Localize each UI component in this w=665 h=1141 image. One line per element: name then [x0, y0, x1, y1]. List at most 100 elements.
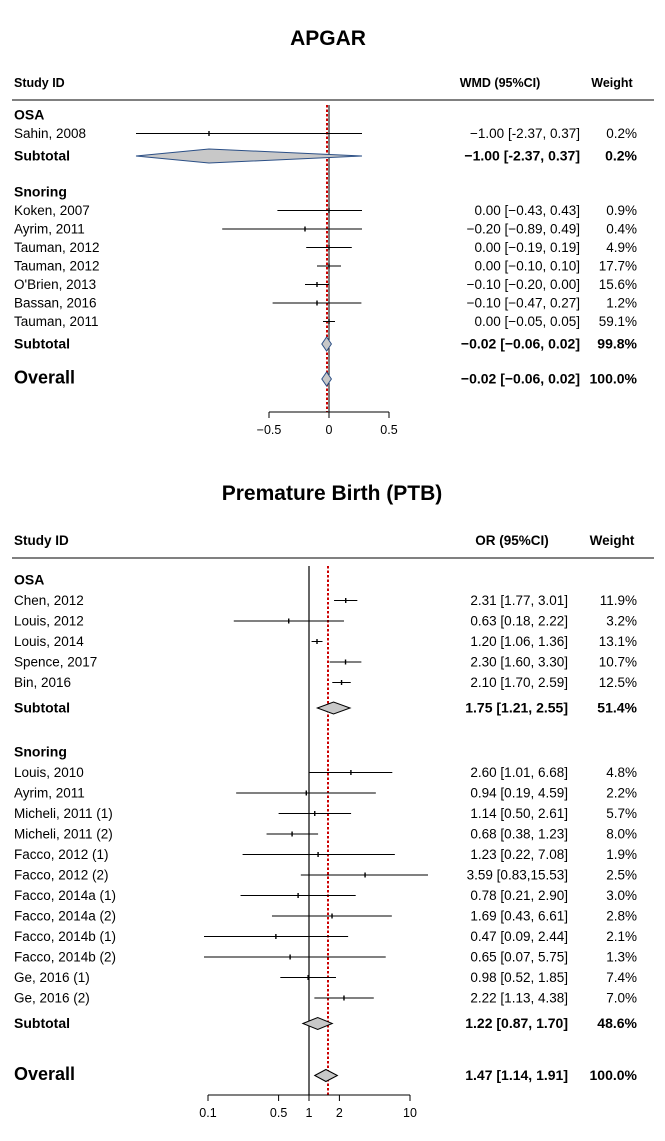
- ptb-study-1-9-label: Facco, 2014b (2): [14, 950, 116, 965]
- ptb-study-1-11-weight: 7.0%: [606, 991, 637, 1006]
- apgar-study-1-5-weight: 1.2%: [606, 296, 637, 311]
- ptb-study-1-3-ci: 0.68 [0.38, 1.23]: [470, 827, 568, 842]
- ptb-study-1-4-ci: 1.23 [0.22, 7.08]: [470, 847, 568, 862]
- ptb-study-0-2-label: Louis, 2014: [14, 634, 84, 649]
- ptb-study-1-0-ci: 2.60 [1.01, 6.68]: [470, 765, 568, 780]
- ptb-group-1-name: Snoring: [14, 744, 67, 760]
- apgar-x-tick-label-1: 0: [326, 423, 333, 437]
- ptb-study-0-1-ci: 0.63 [0.18, 2.22]: [470, 614, 568, 629]
- ptb-header-study-id: Study ID: [14, 533, 69, 548]
- ptb-study-1-9-weight: 1.3%: [606, 950, 637, 965]
- ptb-study-0-2-ci: 1.20 [1.06, 1.36]: [470, 634, 568, 649]
- ptb-x-tick-label-0: 0.1: [199, 1106, 216, 1120]
- apgar-overall-ci: −0.02 [−0.06, 0.02]: [461, 371, 580, 387]
- ptb-study-1-8-weight: 2.1%: [606, 929, 637, 944]
- apgar-subtotal-0-weight: 0.2%: [605, 148, 637, 164]
- apgar-x-axis: −0.5 0 0.5: [257, 411, 398, 437]
- apgar-study-1-4-weight: 15.6%: [599, 277, 637, 292]
- ptb-study-0-0-label: Chen, 2012: [14, 593, 84, 608]
- apgar-x-tick-label-0: −0.5: [257, 423, 282, 437]
- ptb-study-0-4-ci: 2.10 [1.70, 2.59]: [470, 675, 568, 690]
- apgar-study-1-0-label: Koken, 2007: [14, 203, 90, 218]
- ptb-overall-weight: 100.0%: [590, 1067, 638, 1083]
- apgar-forest-panel: APGAR Study ID WMD (95%CI) Weight OSA Sah…: [12, 27, 654, 437]
- ptb-study-1-4-weight: 1.9%: [606, 847, 637, 862]
- apgar-study-1-4-label: O'Brien, 2013: [14, 277, 96, 292]
- ptb-study-0-3-label: Spence, 2017: [14, 655, 97, 670]
- apgar-study-1-3-label: Tauman, 2012: [14, 259, 100, 274]
- apgar-study-1-6-ci: 0.00 [−0.05, 0.05]: [475, 314, 580, 329]
- apgar-study-0-0-ci: −1.00 [-2.37, 0.37]: [470, 126, 580, 141]
- ptb-study-1-5-weight: 2.5%: [606, 868, 637, 883]
- ptb-study-1-1-ci: 0.94 [0.19, 4.59]: [470, 786, 568, 801]
- ptb-study-1-3-label: Micheli, 2011 (2): [14, 827, 113, 842]
- ptb-subtotal-0-weight: 51.4%: [597, 700, 637, 716]
- ptb-study-1-1-label: Ayrim, 2011: [14, 786, 85, 801]
- apgar-header-study-id: Study ID: [14, 76, 65, 90]
- apgar-subtotal-1-ci: −0.02 [−0.06, 0.02]: [461, 336, 580, 352]
- apgar-study-1-1-ci: −0.20 [−0.89, 0.49]: [467, 222, 580, 237]
- ptb-subtotal-0-diamond: [315, 701, 352, 715]
- ptb-subtotal-1-diamond: [301, 1016, 334, 1031]
- apgar-study-1-1-label: Ayrim, 2011: [14, 222, 85, 237]
- ptb-study-1-10-ci: 0.98 [0.52, 1.85]: [470, 970, 568, 985]
- ptb-study-1-0-weight: 4.8%: [606, 765, 637, 780]
- ptb-subtotal-1-label: Subtotal: [14, 1015, 70, 1031]
- ptb-study-0-3-ci: 2.30 [1.60, 3.30]: [470, 655, 568, 670]
- apgar-study-1-2-ci: 0.00 [−0.19, 0.19]: [475, 240, 580, 255]
- apgar-subtotal-0-diamond: [135, 148, 363, 164]
- ptb-study-1-10-weight: 7.4%: [606, 970, 637, 985]
- apgar-subtotal-1-label: Subtotal: [14, 336, 70, 352]
- apgar-title: APGAR: [290, 27, 366, 50]
- ptb-overall-ci: 1.47 [1.14, 1.91]: [465, 1067, 568, 1083]
- ptb-subtotal-0-ci: 1.75 [1.21, 2.55]: [465, 700, 568, 716]
- ptb-study-1-11-label: Ge, 2016 (2): [14, 991, 90, 1006]
- apgar-study-1-3-ci: 0.00 [−0.10, 0.10]: [475, 259, 580, 274]
- apgar-study-0-0-label: Sahin, 2008: [14, 126, 86, 141]
- ptb-study-1-2-label: Micheli, 2011 (1): [14, 806, 113, 821]
- apgar-study-1-1-weight: 0.4%: [606, 222, 637, 237]
- ptb-study-0-3-weight: 10.7%: [599, 655, 637, 670]
- ptb-study-0-4-weight: 12.5%: [599, 675, 637, 690]
- ptb-study-1-10-label: Ge, 2016 (1): [14, 970, 90, 985]
- apgar-study-1-2-label: Tauman, 2012: [14, 240, 100, 255]
- ptb-subtotal-0-label: Subtotal: [14, 700, 70, 716]
- ptb-header-weight: Weight: [590, 533, 635, 548]
- ptb-study-1-6-ci: 0.78 [0.21, 2.90]: [470, 888, 568, 903]
- ptb-study-1-6-weight: 3.0%: [606, 888, 637, 903]
- ptb-study-1-9-ci: 0.65 [0.07, 5.75]: [470, 950, 568, 965]
- ptb-study-1-2-weight: 5.7%: [606, 806, 637, 821]
- ptb-forest-panel: Premature Birth (PTB) Study ID OR (95%CI…: [12, 482, 654, 1120]
- ptb-x-axis: 0.1 0.5 1 2 10: [199, 1094, 417, 1120]
- ptb-overall-diamond: [313, 1068, 339, 1083]
- ptb-study-1-2-ci: 1.14 [0.50, 2.61]: [470, 806, 568, 821]
- ptb-study-0-0-ci: 2.31 [1.77, 3.01]: [470, 593, 568, 608]
- ptb-x-tick-label-3: 2: [336, 1106, 343, 1120]
- apgar-overall-weight: 100.0%: [590, 371, 638, 387]
- apgar-subtotal-1-diamond: [321, 336, 333, 352]
- apgar-study-1-6-label: Tauman, 2011: [14, 314, 99, 329]
- apgar-study-1-0-weight: 0.9%: [606, 203, 637, 218]
- apgar-overall-diamond: [321, 371, 333, 387]
- apgar-header-weight: Weight: [591, 76, 633, 90]
- ptb-x-tick-label-1: 0.5: [270, 1106, 287, 1120]
- apgar-header-effect: WMD (95%CI): [460, 76, 541, 90]
- ptb-study-1-7-label: Facco, 2014a (2): [14, 909, 116, 924]
- apgar-study-1-0-ci: 0.00 [−0.43, 0.43]: [475, 203, 580, 218]
- apgar-overall-label: Overall: [14, 368, 75, 388]
- ptb-study-1-7-ci: 1.69 [0.43, 6.61]: [470, 909, 568, 924]
- apgar-study-1-4-ci: −0.10 [−0.20, 0.00]: [467, 277, 580, 292]
- apgar-study-1-2-weight: 4.9%: [606, 240, 637, 255]
- ptb-study-0-1-label: Louis, 2012: [14, 614, 84, 629]
- ptb-study-1-8-ci: 0.47 [0.09, 2.44]: [470, 929, 568, 944]
- ptb-subtotal-1-ci: 1.22 [0.87, 1.70]: [465, 1015, 568, 1031]
- apgar-study-1-3-weight: 17.7%: [599, 259, 637, 274]
- ptb-study-1-8-label: Facco, 2014b (1): [14, 929, 116, 944]
- ptb-x-tick-label-4: 10: [403, 1106, 417, 1120]
- apgar-subtotal-0-label: Subtotal: [14, 148, 70, 164]
- apgar-study-0-0-weight: 0.2%: [606, 126, 637, 141]
- ptb-overall-label: Overall: [14, 1064, 75, 1084]
- ptb-study-0-0-weight: 11.9%: [600, 593, 637, 608]
- ptb-study-1-5-ci: 3.59 [0.83,15.53]: [467, 868, 568, 883]
